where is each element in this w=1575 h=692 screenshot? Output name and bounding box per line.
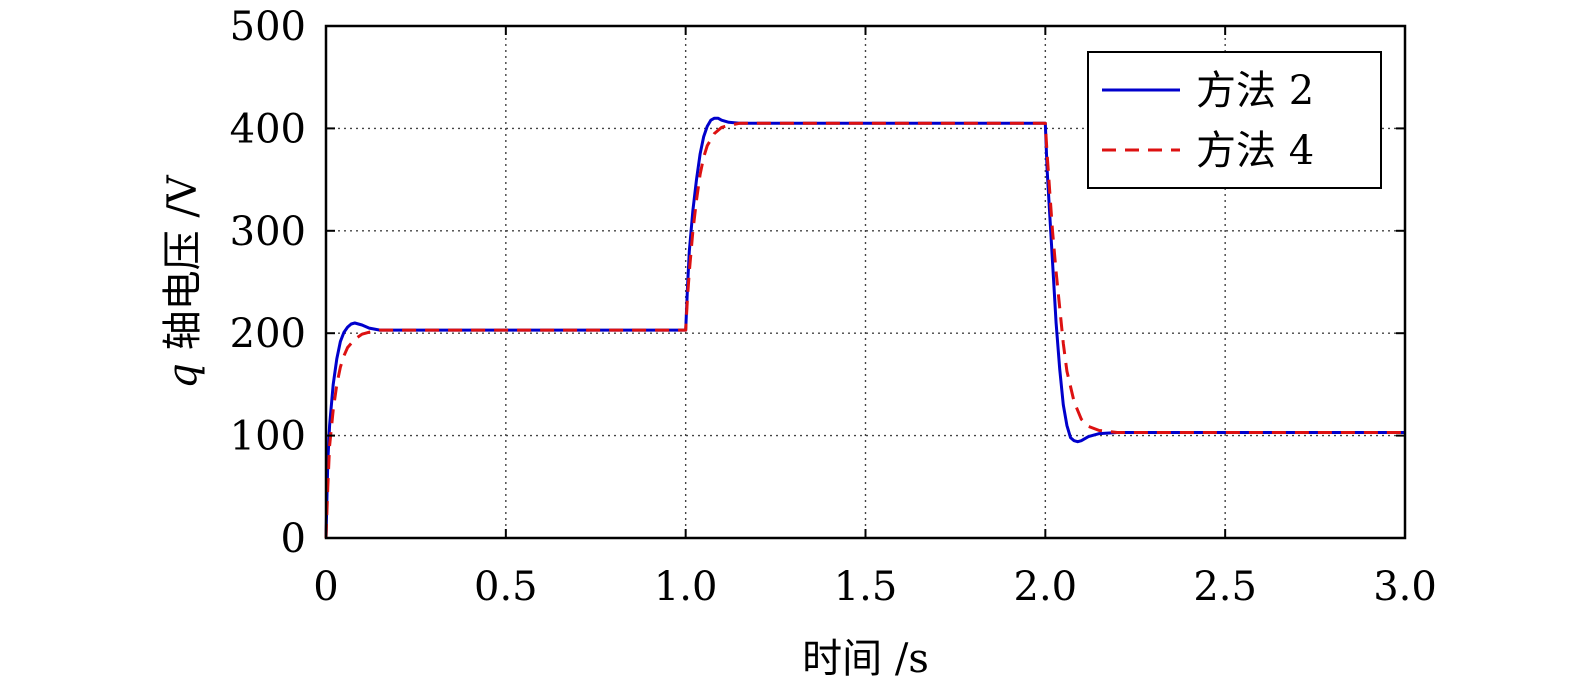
legend-label-method-2: 方法 2 [1196, 68, 1314, 114]
x-tick-label: 1.0 [654, 564, 718, 610]
legend: 方法 2 方法 4 [1087, 51, 1382, 189]
y-axis-label-variable: q [160, 363, 206, 389]
y-tick-label: 500 [230, 4, 306, 50]
x-tick-label: 2.5 [1193, 564, 1257, 610]
x-tick-label: 2.0 [1014, 564, 1078, 610]
x-axis-label: 时间 /s [802, 636, 929, 682]
y-tick-label: 200 [230, 311, 306, 357]
tick-labels: 0 0.5 1.0 1.5 2.0 2.5 3.0 0 100 200 300 400 500 [230, 4, 1437, 610]
x-tick-label: 0 [313, 564, 338, 610]
legend-label-method-4: 方法 4 [1196, 128, 1314, 174]
x-tick-label: 3.0 [1373, 564, 1437, 610]
grid-lines [326, 26, 1405, 538]
series-line-method-2 [324, 116, 1405, 539]
y-tick-label: 0 [281, 516, 306, 562]
series-layer [324, 116, 1405, 539]
y-tick-label: 400 [230, 106, 306, 152]
x-tick-label: 1.5 [834, 564, 898, 610]
tick-marks [325, 25, 1406, 539]
x-tick-label: 0.5 [474, 564, 538, 610]
series-line-method-4 [324, 121, 1405, 539]
y-axis-label-rest: 轴电压 /V [160, 174, 206, 363]
legend-box [1087, 51, 1382, 189]
y-tick-label: 100 [230, 414, 306, 460]
y-axis-label: q 轴电压 /V [160, 174, 206, 389]
y-tick-label: 300 [230, 209, 306, 255]
